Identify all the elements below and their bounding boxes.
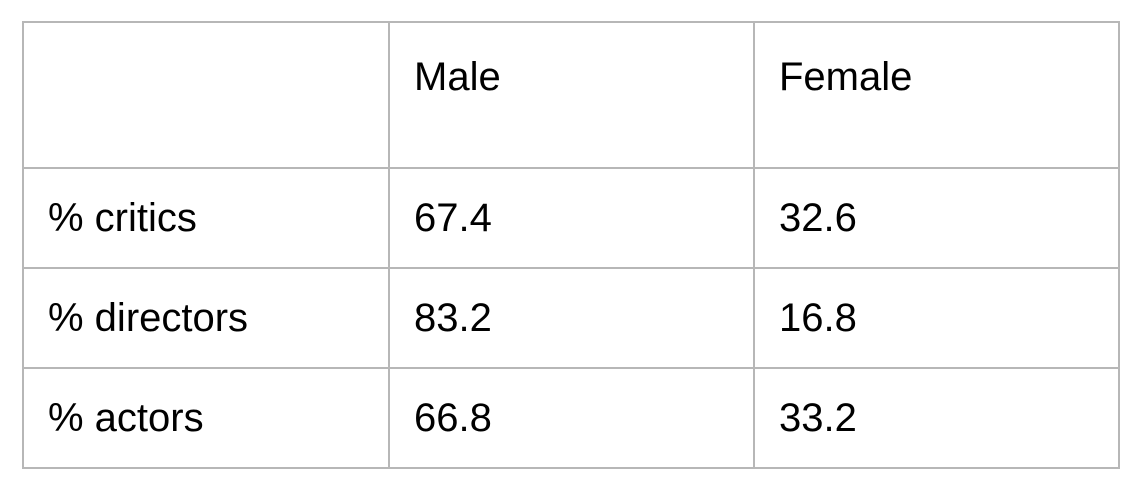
header-cell-empty — [22, 21, 390, 169]
cell-critics-female: 32.6 — [753, 167, 1120, 269]
table-row-critics: % critics 67.4 32.6 — [22, 167, 1120, 269]
row-label-actors: % actors — [22, 367, 390, 469]
cell-directors-female: 16.8 — [753, 267, 1120, 369]
cell-actors-female: 33.2 — [753, 367, 1120, 469]
header-row: Male Female — [22, 21, 1120, 169]
gender-table: Male Female % critics 67.4 32.6 % direct… — [22, 21, 1120, 469]
cell-critics-male: 67.4 — [388, 167, 755, 269]
row-label-directors: % directors — [22, 267, 390, 369]
header-cell-female: Female — [753, 21, 1120, 169]
table-row-actors: % actors 66.8 33.2 — [22, 367, 1120, 469]
header-cell-male: Male — [388, 21, 755, 169]
row-label-critics: % critics — [22, 167, 390, 269]
table-row-directors: % directors 83.2 16.8 — [22, 267, 1120, 369]
cell-actors-male: 66.8 — [388, 367, 755, 469]
cell-directors-male: 83.2 — [388, 267, 755, 369]
